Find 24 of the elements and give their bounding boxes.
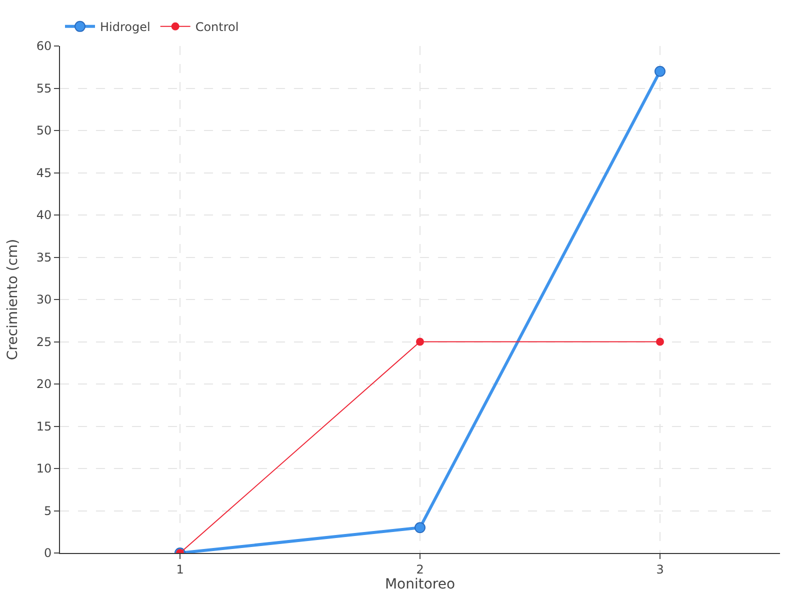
- y-tick-label: 55: [36, 81, 52, 96]
- point: [656, 338, 664, 346]
- y-tick-label: 30: [36, 292, 52, 307]
- point: [416, 338, 424, 346]
- point: [414, 522, 426, 534]
- y-tick-label: 60: [36, 39, 52, 54]
- y-tick-label: 10: [36, 462, 52, 476]
- y-tick-label: 50: [36, 124, 52, 138]
- y-tick-label: 40: [36, 208, 52, 222]
- x-tick-label: 3: [656, 562, 664, 576]
- legend-label: Hidrogel: [100, 20, 150, 34]
- y-tick-label: 35: [36, 250, 52, 264]
- y-tick-label: 15: [36, 419, 52, 434]
- legend-label: Control: [195, 20, 239, 34]
- point: [654, 66, 666, 77]
- y-tick-label: 45: [36, 166, 52, 180]
- y-tick-label: 5: [44, 504, 52, 518]
- x-tick-label: 2: [416, 562, 424, 576]
- x-axis-title: Monitoreo: [384, 576, 456, 592]
- y-axis-title: Crecimiento (cm): [4, 238, 21, 360]
- y-tick-label: 25: [36, 334, 52, 349]
- x-tick-label: 1: [176, 562, 184, 576]
- y-tick-label: 0: [44, 546, 52, 560]
- y-tick-label: 20: [36, 377, 52, 392]
